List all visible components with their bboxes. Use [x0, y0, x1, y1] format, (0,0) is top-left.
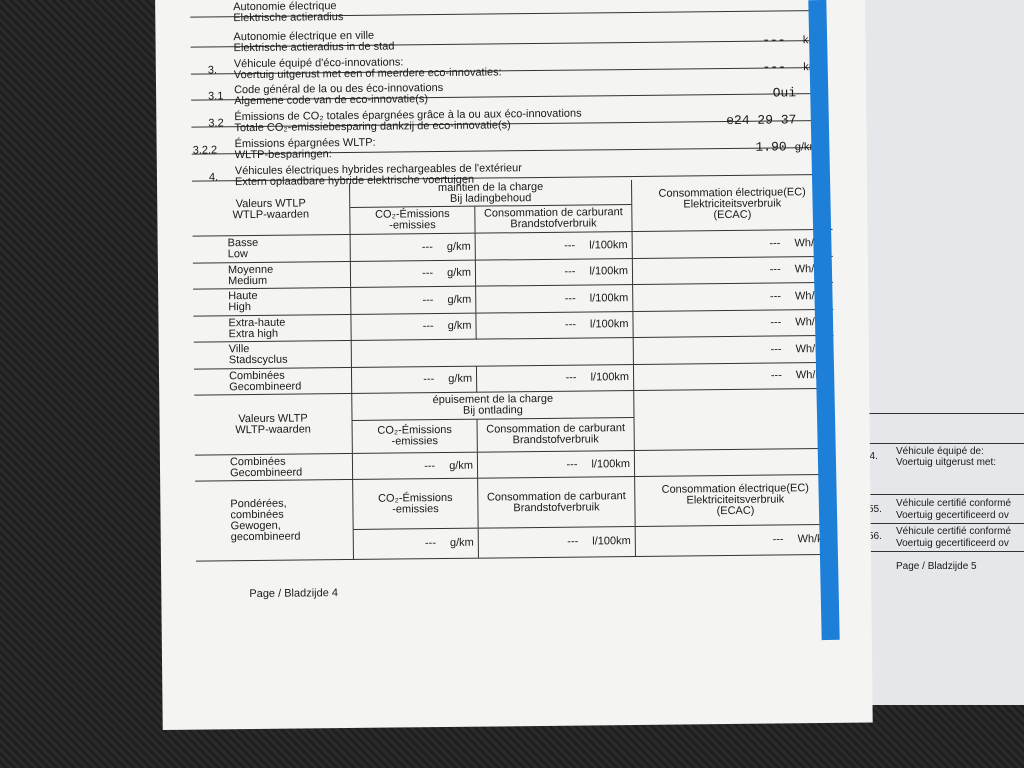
item-value: 1.90: [755, 139, 787, 155]
page-footer: Page / Bladzijde 4: [249, 587, 339, 601]
page-footer: Page / Bladzijde 5: [896, 561, 977, 572]
cell-text: ---: [422, 293, 434, 306]
cell-text: Low: [227, 248, 249, 261]
cell-text: ---: [770, 342, 782, 356]
item-value: Oui: [772, 85, 797, 101]
cell-text: ---: [423, 373, 435, 386]
item-value: ---: [762, 32, 786, 48]
item-fr: Véhicule certifié conformé: [896, 526, 1012, 537]
ec-header-code: (ECAC): [713, 208, 752, 222]
cell-text: g/km: [446, 240, 471, 253]
cell-text: ---: [564, 265, 576, 278]
cell-text: ---: [564, 318, 577, 331]
item-fr: Véhicule certifié conformé: [896, 498, 1012, 509]
cell-text: l/100km: [590, 371, 630, 384]
item-value: ---: [762, 59, 786, 75]
item-number: 56.: [868, 531, 882, 542]
item-fr: Véhicule équipé de:: [896, 446, 984, 457]
cell-text: ---: [424, 537, 437, 550]
cell-text: l/100km: [591, 457, 631, 470]
item-nl: Voertuig gecertificeerd ov: [896, 510, 1009, 521]
item-number: 54.: [864, 451, 878, 462]
cell-text: ---: [422, 267, 434, 280]
cell-text: ---: [565, 371, 577, 384]
cell-text: l/100km: [589, 238, 628, 251]
cell-text: ---: [564, 239, 576, 252]
cell-text: g/km: [447, 293, 472, 306]
cell-text: l/100km: [589, 291, 629, 304]
item-number: 4.: [208, 171, 219, 184]
co2-header-nl: -emissies: [391, 435, 439, 448]
cell-text: ---: [769, 289, 782, 303]
item-nl: Voertuig uitgerust met:: [896, 457, 997, 468]
cell-text: g/km: [449, 459, 474, 472]
cell-text: ---: [566, 458, 578, 471]
cell-text: -emissies: [392, 502, 439, 516]
cs-header-nl: Bij ladingbehoud: [449, 192, 532, 205]
wltp-table: Valeurs WTLP WTLP-waarden maintien de la …: [192, 177, 836, 562]
cell-text: ---: [770, 369, 782, 382]
cell-text: ---: [567, 535, 579, 548]
cell-text: ---: [772, 533, 784, 546]
cell-text: ---: [421, 240, 433, 253]
wltp-label-nl: WTLP-waarden: [232, 207, 310, 221]
item-nl: Elektrische actieradius in de stad: [233, 40, 395, 55]
item-number: 3.: [207, 64, 218, 77]
cell-text: ---: [424, 459, 436, 472]
cell-text: Stadscyclus: [228, 353, 288, 367]
cell-text: l/100km: [589, 265, 629, 278]
cell-text: l/100km: [589, 318, 629, 331]
cell-text: High: [228, 301, 252, 314]
cell-text: ---: [769, 263, 781, 276]
fuel-header-nl: Brandstofverbruik: [510, 217, 597, 231]
item-value: e24 29 37: [726, 112, 797, 129]
page-5: 54. Véhicule équipé de: Voertuig uitgeru…: [860, 0, 1024, 705]
item-nl: Voertuig gecertificeerd ov: [896, 538, 1009, 549]
cd-header-nl: Bij ontlading: [462, 404, 523, 417]
item-nl: WLTP-besparingen:: [234, 148, 332, 162]
cell-text: Gecombineerd: [229, 379, 302, 393]
cell-text: ---: [769, 236, 781, 250]
item-number: 55.: [868, 504, 882, 515]
cell-text: ---: [422, 320, 434, 333]
ec-header: Consommation électrique(EC) Elektriciteit…: [632, 178, 833, 231]
cell-text: g/km: [447, 266, 472, 279]
cell-text: g/km: [448, 372, 473, 385]
cell-text: Brandstofverbruik: [513, 500, 600, 514]
page-4: Autonomie électrique Elektrische actierad…: [155, 0, 873, 730]
cell-text: l/100km: [592, 535, 631, 548]
item-number: 3.2: [208, 117, 224, 130]
cell-text: (ECAC): [716, 504, 755, 518]
wltp-label-2-nl: WLTP-waarden: [235, 422, 311, 436]
item-nl: Algemene code van de eco-innovatie(s): [234, 93, 429, 108]
cell-text: Gecombineerd: [230, 466, 303, 480]
cell-text: Medium: [227, 274, 268, 287]
weighted-row: Pondérées, combinées Gewogen, gecombineerd …: [195, 474, 836, 562]
item-nl: Totale CO₂-emissiebesparing dankzij de e…: [234, 119, 511, 135]
cell-text: g/km: [449, 536, 474, 549]
cell-text: g/km: [447, 319, 472, 332]
cell-text: ---: [564, 292, 576, 305]
fuel-header-nl: Brandstofverbruik: [512, 433, 599, 447]
cell-text: Extra high: [228, 327, 279, 340]
item-nl: Voertuig uitgerust met een of meerdere e…: [233, 66, 502, 82]
item-nl: Elektrische actieradius: [233, 11, 344, 25]
co2-header-nl: -emissies: [389, 219, 436, 232]
cell-text: gecombineerd: [230, 530, 301, 543]
item-number: 3.1: [208, 90, 224, 103]
wltp-label: Valeurs WTLP WTLP-waarden: [192, 182, 351, 236]
cell-text: ---: [770, 316, 782, 329]
item-number: 3.2.2: [192, 144, 218, 157]
